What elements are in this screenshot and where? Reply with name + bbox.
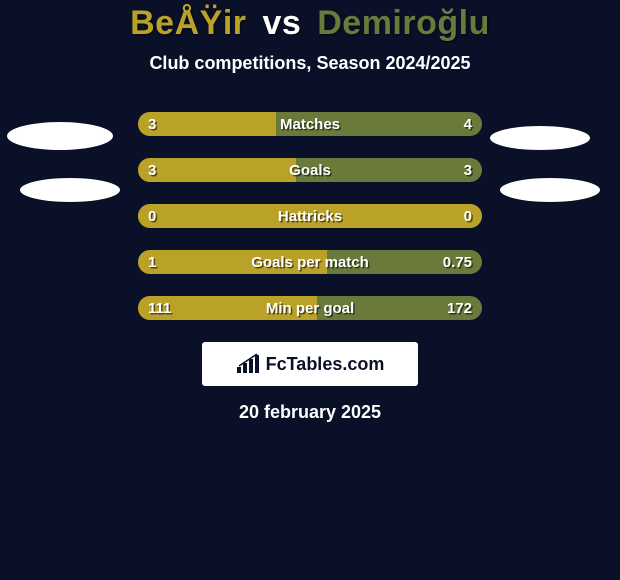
stat-row: 34Matches [138,112,482,136]
stat-bar-left [138,204,482,228]
stat-row: 00Hattricks [138,204,482,228]
title-player2: Demiroğlu [317,4,490,42]
stat-value-left: 0 [148,204,156,228]
logo-box: FcTables.com [202,342,418,386]
page-title: BeÅŸir vs Demiroğlu [130,4,490,43]
title-vs: vs [262,4,301,42]
decor-ellipse [7,122,113,150]
stat-rows: 34Matches33Goals00Hattricks10.75Goals pe… [138,112,482,320]
stat-bar-left [138,112,276,136]
stat-bar-left [138,158,296,182]
decor-ellipse [500,178,600,202]
stat-value-right: 0.75 [443,250,472,274]
logo-text: FcTables.com [266,354,385,375]
footer-date: 20 february 2025 [239,402,381,423]
decor-ellipse [20,178,120,202]
stat-row: 111172Min per goal [138,296,482,320]
stat-value-left: 111 [148,296,171,320]
decor-ellipse [490,126,590,150]
stat-value-left: 3 [148,158,156,182]
stat-row: 10.75Goals per match [138,250,482,274]
stat-bar-left [138,250,327,274]
title-player1: BeÅŸir [130,4,246,42]
stat-value-right: 172 [447,296,472,320]
stat-value-right: 3 [464,158,472,182]
bars-chart-icon [236,353,262,375]
subtitle: Club competitions, Season 2024/2025 [149,53,470,74]
stat-value-right: 0 [464,204,472,228]
stat-value-left: 1 [148,250,156,274]
stat-value-right: 4 [464,112,472,136]
stat-row: 33Goals [138,158,482,182]
stat-value-left: 3 [148,112,156,136]
